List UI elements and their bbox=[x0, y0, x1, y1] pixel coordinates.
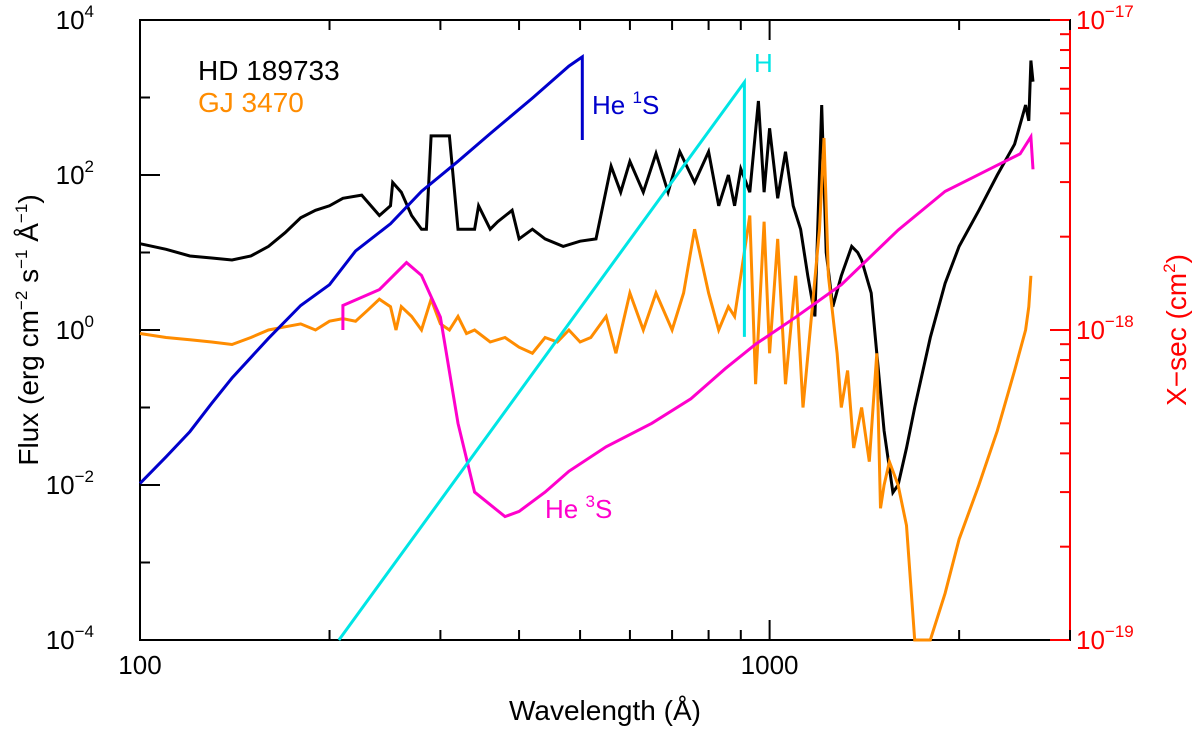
y-right-tick-label: 10−19 bbox=[1076, 622, 1134, 655]
series-h bbox=[337, 77, 746, 641]
series-layer bbox=[138, 54, 1035, 642]
x-tick-label: 100 bbox=[118, 650, 161, 680]
annotation-he1s: He 1S bbox=[592, 88, 659, 120]
y-left-tick-label: 10−4 bbox=[46, 622, 94, 655]
series-he-3s bbox=[341, 132, 1035, 519]
y-right-axis-title: X−sec (cm2) bbox=[1160, 254, 1192, 406]
left-axis-ticks: 10−4 10−2 100 102 104 bbox=[46, 2, 160, 655]
y-left-tick-label: 10−2 bbox=[46, 467, 94, 500]
y-right-tick-label: 10−18 bbox=[1076, 312, 1134, 345]
bottom-axis-ticks: 100 1000 bbox=[118, 20, 1071, 680]
annotation-h: H bbox=[754, 48, 773, 78]
series-hd-189733 bbox=[139, 60, 1035, 497]
y-left-tick-label: 102 bbox=[56, 157, 94, 190]
series-he-1s bbox=[138, 54, 584, 485]
x-tick-label: 1000 bbox=[741, 650, 799, 680]
y-left-tick-label: 104 bbox=[56, 2, 94, 35]
x-axis-title: Wavelength (Å) bbox=[509, 695, 701, 726]
legend-gj3470: GJ 3470 bbox=[198, 87, 304, 118]
series-gj-3470 bbox=[139, 137, 1033, 642]
right-axis-ticks: 10−19 10−18 10−17 bbox=[1050, 2, 1134, 655]
annotation-he3s: He 3S bbox=[545, 492, 612, 524]
y-left-axis-title: Flux (erg cm−2 s−1 Å−1) bbox=[12, 194, 44, 465]
y-left-tick-label: 100 bbox=[56, 312, 94, 345]
legend-hd189733: HD 189733 bbox=[198, 55, 340, 86]
y-right-tick-label: 10−17 bbox=[1076, 2, 1134, 35]
